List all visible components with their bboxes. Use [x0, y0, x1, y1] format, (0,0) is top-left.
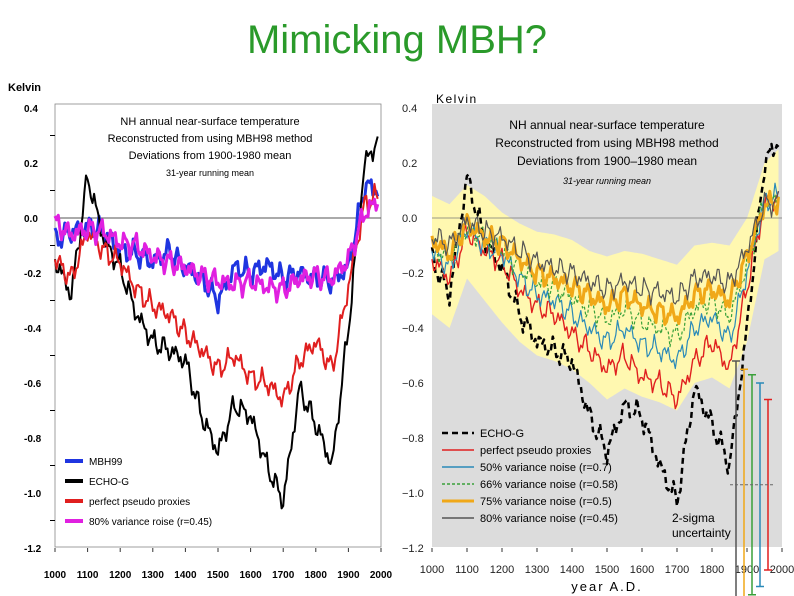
right-x-tick-label: 1600 — [630, 564, 654, 576]
right-legend-label-echo-g: ECHO-G — [480, 428, 524, 440]
right-x-tick-label: 1700 — [665, 564, 689, 576]
right-y-tick-label: 0.0 — [402, 213, 417, 225]
left-x-tick-label: 1200 — [109, 570, 132, 581]
right-y-tick-label: 0.2 — [402, 158, 417, 170]
right-subheading: 31-year running mean — [563, 176, 651, 186]
left-chart: Kelvin 0.4 0.2 0.0 -0.2 -0.4 -0.6 -0.8 -1.0 -1.2… — [8, 82, 393, 581]
left-y-tick-label: -0.2 — [24, 269, 42, 280]
right-x-tick-label: 1200 — [490, 564, 514, 576]
right-x-tick-label: 1800 — [700, 564, 724, 576]
left-x-tick-label: 1700 — [272, 570, 295, 581]
right-y-tick-label: −0.4 — [402, 323, 424, 335]
right-legend-label-perfect-pseudo-proxies: perfect pseudo proxies — [480, 445, 592, 457]
left-y-tick-label: -1.0 — [24, 489, 42, 500]
left-legend-label-80-variance-roise-r-0-45: 80% variance roise (r=0.45) — [89, 517, 212, 528]
left-y-tick-label: -0.4 — [24, 324, 42, 335]
right-series-75-variance-noise-r-0-5 — [430, 189, 780, 326]
right-y-tick-label: −0.6 — [402, 378, 424, 390]
left-plot-frame — [54, 103, 382, 548]
right-series-80-variance-noise-r-0-45 — [431, 190, 780, 306]
left-x-tick-label: 1900 — [337, 570, 360, 581]
right-y-tick-label: −1.2 — [402, 543, 424, 555]
left-series-echo-g — [54, 136, 379, 510]
right-legend-label-66-variance-noise-r-0-58: 66% variance noise (r=0.58) — [480, 479, 618, 491]
right-y-tick-label: −0.2 — [402, 268, 424, 280]
left-y-tick-label: 0.2 — [24, 159, 38, 170]
right-series-66-variance-noise-r-0-58 — [431, 192, 780, 348]
uncertainty-label-line-1: 2-sigma — [672, 511, 715, 525]
right-x-tick-label: 1000 — [420, 564, 444, 576]
left-heading-line-1: NH annual near-surface temperature — [120, 116, 299, 128]
left-legend-label-mbh99: MBH99 — [89, 457, 123, 468]
right-y-tick-label: −0.8 — [402, 433, 424, 445]
left-x-tick-label: 1500 — [207, 570, 230, 581]
right-series-50-variance-noise-r-0-7 — [431, 182, 780, 370]
left-x-tick-label: 1300 — [142, 570, 165, 581]
right-legend-label-50-variance-noise-r-0-7: 50% variance noise (r=0.7) — [480, 462, 612, 474]
left-y-tick-label: -0.6 — [24, 379, 42, 390]
right-y-tick-label: 0.4 — [402, 103, 417, 115]
right-x-tick-label: 1100 — [455, 564, 479, 576]
right-series-perfect-pseudo-proxies — [431, 191, 780, 410]
left-y-tick-label: 0.0 — [24, 214, 38, 225]
left-legend-label-echo-g: ECHO-G — [89, 477, 129, 488]
slide-title: Mimicking MBH? — [246, 18, 548, 62]
left-heading-line-2: Reconstructed from using MBH98 method — [108, 133, 313, 145]
right-x-axis-label: year A.D. — [571, 579, 642, 594]
right-legend-label-80-variance-noise-r-0-45: 80% variance noise (r=0.45) — [480, 513, 618, 525]
left-subheading: 31-year running mean — [166, 168, 254, 178]
left-y-tick-label: -1.2 — [24, 544, 42, 555]
left-x-tick-label: 1600 — [239, 570, 262, 581]
left-heading-line-3: Deviations from 1900-1980 mean — [129, 150, 292, 162]
left-legend-label-perfect-pseudo-proxies: perfect pseudo proxies — [89, 497, 190, 508]
left-x-tick-label: 1400 — [174, 570, 197, 581]
right-heading-line-1: NH annual near-surface temperature — [509, 118, 705, 132]
right-x-tick-label: 1300 — [525, 564, 549, 576]
right-x-tick-label: 1400 — [560, 564, 584, 576]
left-series-80-variance-roise-r-0-45 — [53, 197, 380, 304]
right-x-tick-label: 2000 — [770, 564, 794, 576]
right-unit-label: Kelvin — [436, 92, 478, 106]
left-series-perfect-pseudo-proxies — [54, 182, 379, 408]
right-x-tick-label: 1900 — [735, 564, 759, 576]
right-series-echo-g — [430, 142, 780, 508]
left-y-tick-label: 0.4 — [24, 104, 38, 115]
right-heading-line-2: Reconstructed from using MBH98 method — [495, 136, 718, 150]
left-x-tick-label: 1800 — [305, 570, 328, 581]
right-heading-line-3: Deviations from 1900–1980 mean — [517, 154, 697, 168]
left-unit-label: Kelvin — [8, 82, 41, 94]
left-x-tick-label: 1100 — [77, 570, 99, 581]
right-chart: Kelvin 0.4 0.2 0.0 −0.2 −0.4 −0.6 −0.8 −1.0 −1.2… — [402, 92, 794, 596]
left-y-tick-label: -0.8 — [24, 434, 42, 445]
uncertainty-label-line-2: uncertainty — [672, 526, 731, 540]
left-x-tick-label: 1000 — [44, 570, 67, 581]
right-y-tick-label: −1.0 — [402, 488, 424, 500]
left-x-tick-label: 2000 — [370, 570, 393, 581]
right-legend-label-75-variance-noise-r-0-5: 75% variance noise (r=0.5) — [480, 496, 612, 508]
uncertainty-band — [432, 149, 779, 411]
right-x-tick-label: 1500 — [595, 564, 619, 576]
